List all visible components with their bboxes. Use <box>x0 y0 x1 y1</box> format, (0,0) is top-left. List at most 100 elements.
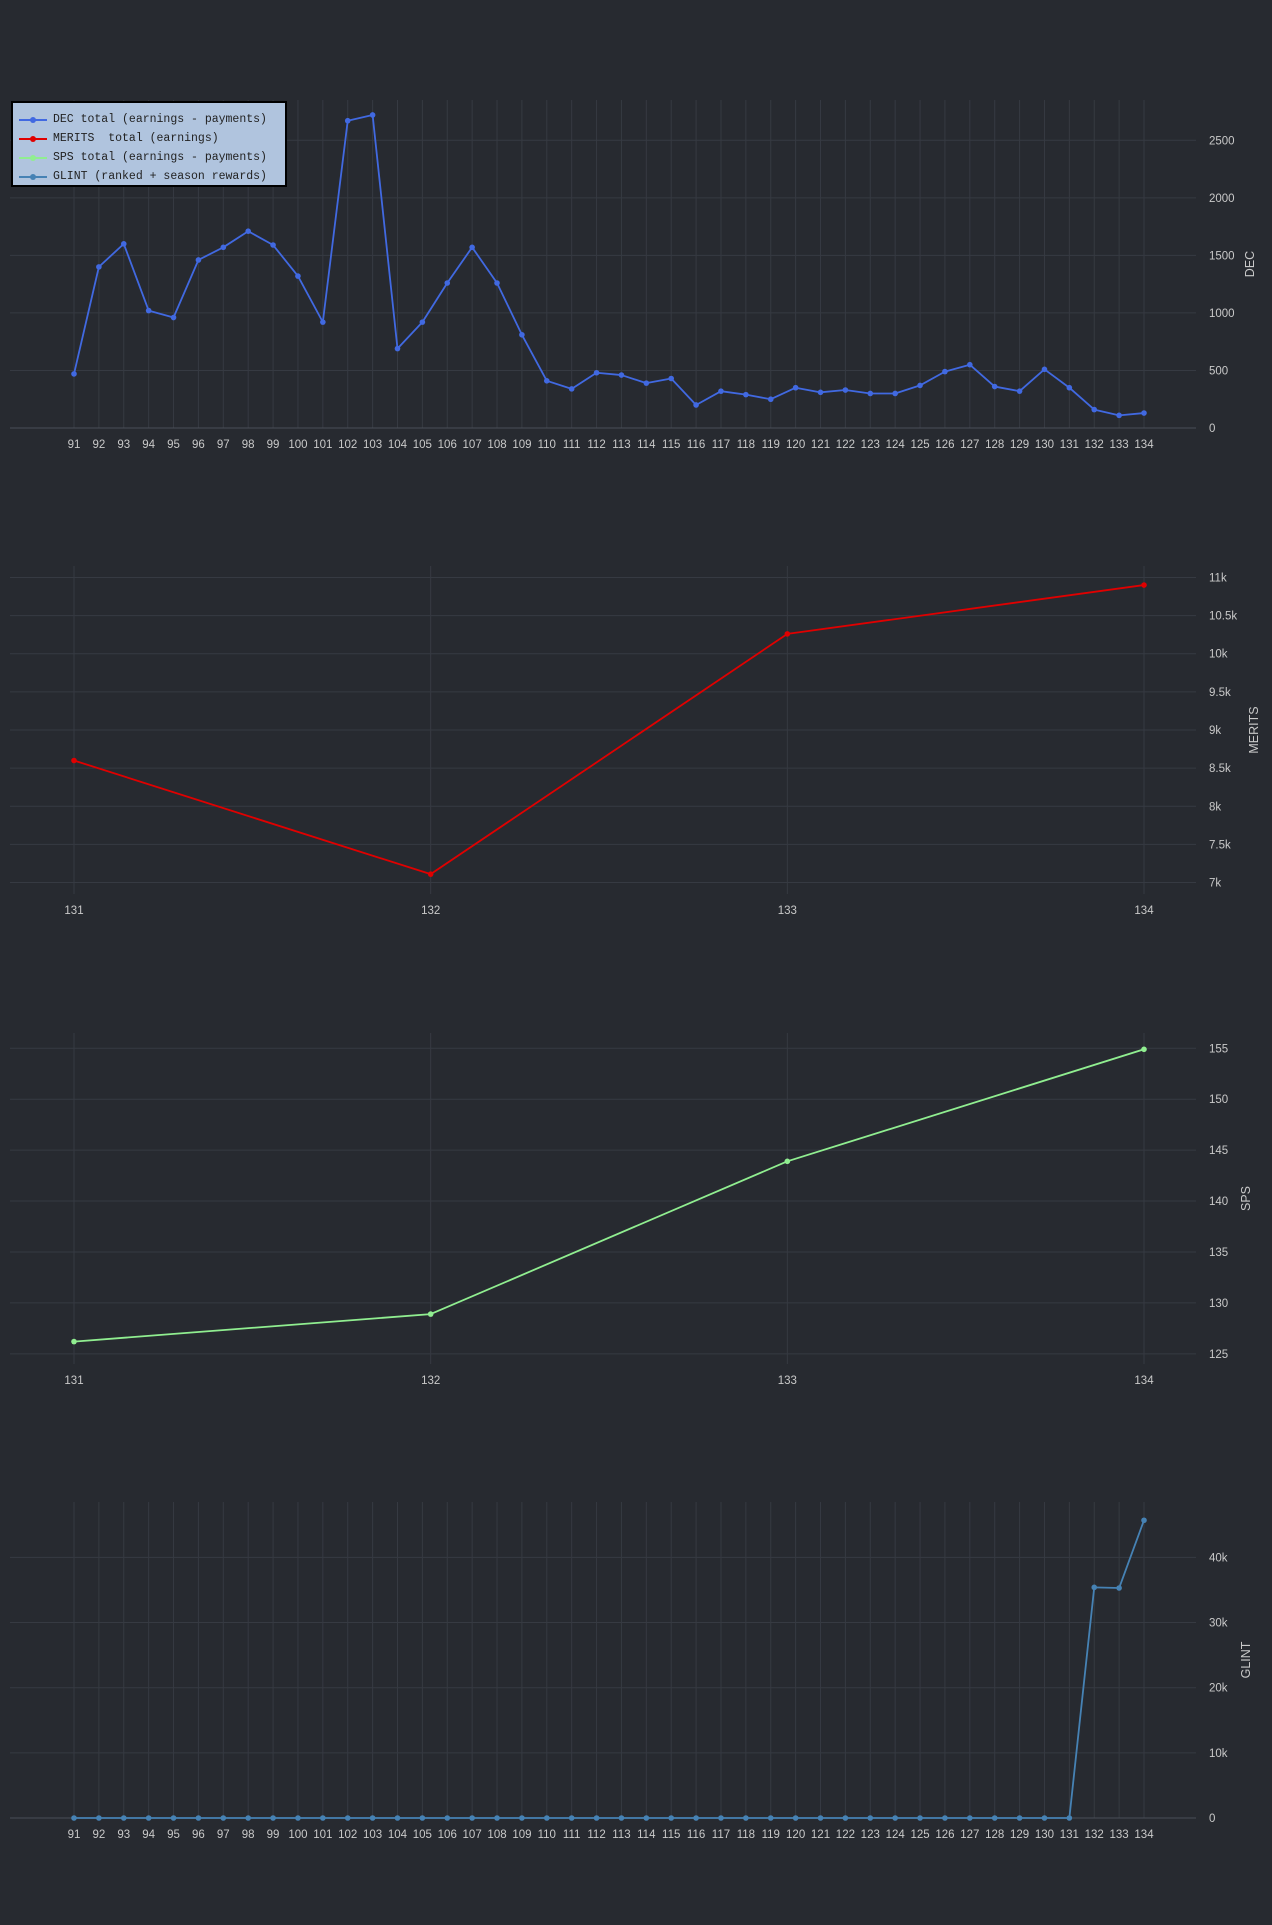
x-tick-label: 133 <box>1110 439 1129 451</box>
y-tick-label: 155 <box>1209 1043 1228 1055</box>
data-point <box>767 396 774 403</box>
data-point <box>71 1815 77 1821</box>
legend-item-merits[interactable]: MERITS total (earnings) <box>19 129 285 148</box>
x-tick-label: 132 <box>1085 439 1104 451</box>
y-axis-label: SPS <box>1239 1186 1253 1211</box>
x-tick-label: 92 <box>92 1829 105 1841</box>
y-tick-label: 125 <box>1209 1349 1228 1361</box>
data-point <box>494 1815 500 1821</box>
x-tick-label: 102 <box>338 1829 357 1841</box>
data-point <box>792 384 799 391</box>
x-tick-label: 100 <box>288 439 307 451</box>
x-tick-label: 97 <box>217 439 230 451</box>
x-tick-label: 107 <box>463 439 482 451</box>
y-tick-label: 9k <box>1209 725 1221 737</box>
data-point <box>120 241 127 247</box>
x-tick-label: 124 <box>886 439 906 451</box>
legend: DEC total (earnings - payments) MERITS t… <box>11 101 287 187</box>
data-point <box>593 1815 600 1821</box>
x-tick-label: 92 <box>92 439 105 451</box>
y-tick-label: 2000 <box>1209 193 1235 205</box>
x-tick-label: 118 <box>737 1829 755 1841</box>
y-axis-label: DEC <box>1243 251 1257 277</box>
data-point <box>892 390 898 397</box>
y-tick-label: 20k <box>1209 1683 1228 1695</box>
data-point <box>1041 366 1048 373</box>
x-tick-label: 120 <box>786 1829 805 1841</box>
data-point <box>344 1815 351 1821</box>
data-point <box>1066 1815 1073 1821</box>
x-tick-label: 110 <box>538 439 556 451</box>
x-tick-label: 102 <box>338 439 357 451</box>
x-tick-label: 131 <box>64 1375 83 1387</box>
x-tick-label: 128 <box>985 1829 1004 1841</box>
y-axis-label: GLINT <box>1239 1641 1253 1678</box>
data-point <box>419 319 426 325</box>
data-point <box>295 1815 301 1821</box>
y-tick-label: 10.5k <box>1209 611 1237 623</box>
data-point <box>295 273 301 279</box>
data-point <box>618 372 625 378</box>
data-point <box>444 1815 451 1821</box>
x-tick-label: 133 <box>778 905 797 917</box>
data-point <box>1141 582 1147 588</box>
data-point <box>220 244 227 251</box>
y-tick-label: 10k <box>1209 1748 1228 1760</box>
y-tick-label: 500 <box>1209 365 1228 377</box>
data-point <box>145 307 152 314</box>
x-tick-label: 106 <box>438 439 457 451</box>
x-tick-label: 121 <box>811 439 830 451</box>
x-tick-label: 94 <box>142 1829 155 1841</box>
data-point <box>842 1815 849 1821</box>
y-tick-label: 1000 <box>1209 308 1235 320</box>
data-point <box>270 242 276 248</box>
x-tick-label: 119 <box>762 1829 780 1841</box>
x-tick-label: 116 <box>687 1829 705 1841</box>
data-point <box>568 386 575 392</box>
data-point <box>643 1815 650 1821</box>
data-point <box>1141 410 1147 416</box>
data-point <box>1091 1584 1098 1591</box>
x-tick-label: 114 <box>637 1829 656 1841</box>
x-tick-label: 99 <box>267 1829 280 1841</box>
x-tick-label: 99 <box>267 439 280 451</box>
data-point <box>743 391 749 398</box>
data-point <box>270 1815 276 1821</box>
data-point <box>817 389 824 396</box>
data-point <box>991 1815 998 1821</box>
data-point <box>643 380 650 386</box>
x-tick-label: 125 <box>910 439 929 451</box>
x-tick-label: 112 <box>587 1829 605 1841</box>
x-tick-label: 112 <box>587 439 605 451</box>
data-point <box>195 257 202 263</box>
series-line-merits <box>73 584 1145 876</box>
x-tick-label: 111 <box>563 1829 580 1841</box>
x-tick-label: 96 <box>192 439 205 451</box>
x-tick-label: 103 <box>363 439 382 451</box>
chart-panel-dec: 0 500 1000 1500 2000 2500 91 92 93 94 95 96 97 98 99 10… <box>10 100 1257 451</box>
legend-label-dec: DEC total (earnings - payments) <box>53 113 267 126</box>
y-tick-label: 9.5k <box>1209 687 1231 699</box>
legend-item-sps[interactable]: SPS total (earnings - payments) <box>19 148 285 167</box>
x-tick-label: 130 <box>1035 439 1054 451</box>
data-point <box>593 369 600 376</box>
y-tick-label: 10k <box>1209 649 1228 661</box>
x-tick-label: 116 <box>687 439 705 451</box>
legend-item-dec[interactable]: DEC total (earnings - payments) <box>19 110 285 129</box>
data-point <box>543 378 550 384</box>
y-tick-label: 140 <box>1209 1196 1228 1208</box>
legend-item-glint[interactable]: GLINT (ranked + season rewards) <box>19 167 285 186</box>
data-point <box>792 1815 799 1821</box>
x-tick-label: 93 <box>117 439 130 451</box>
y-tick-label: 2500 <box>1209 135 1235 147</box>
x-tick-label: 123 <box>861 439 880 451</box>
x-tick-label: 98 <box>242 1829 255 1841</box>
x-tick-label: 126 <box>935 439 954 451</box>
data-point <box>170 1815 177 1821</box>
data-point <box>1041 1815 1048 1821</box>
y-tick-label: 145 <box>1209 1145 1228 1157</box>
x-tick-label: 122 <box>836 1829 855 1841</box>
data-point <box>1066 384 1073 391</box>
legend-swatch-dec <box>19 115 47 125</box>
